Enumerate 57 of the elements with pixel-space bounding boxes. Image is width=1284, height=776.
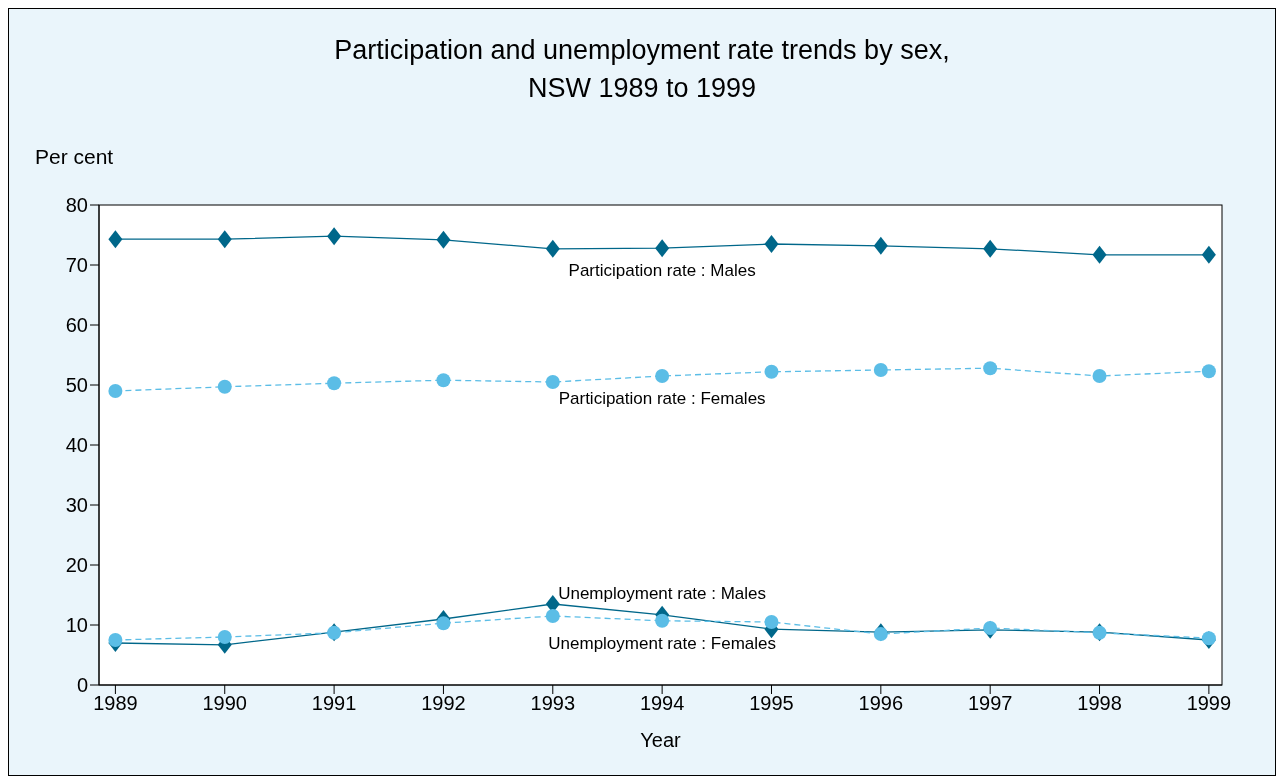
point — [655, 369, 670, 383]
x-tick-label: 1989 — [93, 692, 138, 715]
x-tick-label: 1995 — [749, 692, 794, 715]
series-label: Unemployment rate : Females — [548, 633, 776, 653]
y-tick-label: 20 — [65, 554, 88, 577]
chart-title: Participation and unemployment rate trends by sex, NSW 1989 to 1999 — [333, 34, 951, 105]
point — [983, 361, 998, 376]
point — [873, 236, 888, 255]
point — [1201, 364, 1216, 379]
x-axis-title: Year — [640, 729, 682, 751]
point — [983, 621, 998, 635]
y-tick-label: 0 — [76, 674, 88, 697]
x-tick-label: 1996 — [858, 692, 904, 715]
x-tick-label: 1998 — [1077, 692, 1122, 715]
point — [1092, 245, 1107, 264]
y-tick-label: 70 — [65, 254, 88, 277]
point — [217, 379, 232, 394]
point — [108, 230, 123, 249]
x-tick-label: 1991 — [311, 692, 357, 715]
point — [217, 630, 232, 644]
point — [764, 235, 779, 253]
x-tick-label: 1993 — [530, 692, 576, 715]
point — [108, 633, 123, 647]
point — [764, 364, 779, 379]
y-tick-label: 80 — [65, 194, 88, 217]
point — [764, 615, 779, 629]
x-tick-label: 1994 — [639, 692, 685, 715]
y-tick-label: 60 — [65, 314, 88, 337]
point — [545, 375, 560, 389]
x-tick-label: 1990 — [202, 692, 247, 715]
point — [545, 239, 560, 258]
point — [217, 230, 232, 249]
x-tick-label: 1997 — [967, 692, 1013, 715]
y-tick-label: 40 — [65, 434, 88, 457]
point — [327, 376, 342, 391]
point — [983, 239, 998, 258]
point — [655, 239, 670, 258]
y-tick-label: 10 — [65, 614, 88, 637]
x-tick-label: 1999 — [1186, 692, 1232, 715]
series-label: Participation rate : Females — [558, 389, 766, 408]
x-tick-label: 1992 — [421, 692, 466, 715]
point — [1092, 369, 1107, 383]
point — [436, 230, 451, 249]
point — [873, 627, 888, 641]
series-label: Participation rate : Males — [568, 261, 756, 281]
point — [436, 373, 451, 388]
point — [436, 616, 451, 631]
series-label: Unemployment rate : Males — [558, 583, 767, 603]
y-tick-label: 50 — [65, 374, 88, 397]
point — [655, 613, 670, 628]
y-axis-title: Per cent — [35, 145, 114, 169]
point — [1201, 245, 1216, 264]
point — [873, 363, 888, 377]
y-tick-label: 30 — [65, 494, 88, 517]
point — [545, 609, 560, 623]
point — [108, 384, 123, 398]
point — [327, 227, 342, 246]
